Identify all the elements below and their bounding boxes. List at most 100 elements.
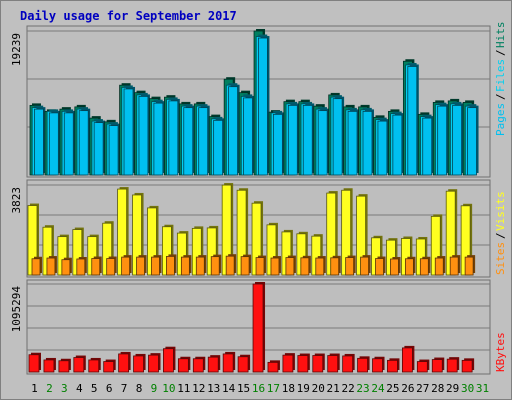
day-label: 3 xyxy=(61,382,68,395)
pages-bar xyxy=(437,105,448,176)
sites-bar xyxy=(151,256,160,276)
pages-bar xyxy=(123,88,134,176)
sites-bar xyxy=(270,257,280,276)
day-label: 20 xyxy=(312,382,325,395)
legend-hits-pages: Pages xyxy=(494,103,507,136)
kbytes-bar xyxy=(237,356,249,373)
day-label: 5 xyxy=(91,382,98,395)
day-label: 2 xyxy=(46,382,53,395)
kbytes-bar xyxy=(207,356,219,373)
pages-bar xyxy=(347,110,358,176)
day-label: 25 xyxy=(386,382,399,395)
sites-bar xyxy=(225,255,235,276)
sites-bar xyxy=(434,257,444,276)
pages-bar xyxy=(63,112,74,176)
kbytes-bar xyxy=(461,359,473,373)
sites-bar xyxy=(240,256,250,276)
day-label: 18 xyxy=(282,382,295,395)
kbytes-bar xyxy=(372,358,383,373)
day-label: 28 xyxy=(431,382,444,395)
sites-bar xyxy=(210,256,220,276)
sites-bar xyxy=(285,257,295,276)
day-label: 14 xyxy=(222,382,236,395)
sites-bar xyxy=(360,256,369,276)
pages-bar xyxy=(213,119,224,176)
legend-visits-separator: / xyxy=(494,232,507,239)
kbytes-bar xyxy=(88,359,100,373)
day-label: 27 xyxy=(416,382,429,395)
sites-bar xyxy=(404,258,414,276)
kbytes-bar xyxy=(192,358,204,373)
kbytes-bar xyxy=(133,355,144,373)
day-label: 16 xyxy=(252,382,265,395)
kbytes-bar xyxy=(282,354,294,373)
day-label: 31 xyxy=(476,382,489,395)
day-label: 15 xyxy=(237,382,250,395)
legend-kbytes-kbytes: KBytes xyxy=(494,332,507,372)
pages-bar xyxy=(258,37,268,176)
kbytes-bar xyxy=(177,358,189,373)
kbytes-bar xyxy=(312,355,324,373)
kbytes-bar xyxy=(118,353,130,373)
legend-visits-visits: Visits xyxy=(494,191,507,231)
pages-bar xyxy=(332,98,343,176)
pages-bar xyxy=(392,114,403,176)
day-label: 7 xyxy=(121,382,128,395)
legend-hits-hits: Hits xyxy=(494,22,507,49)
pages-bar xyxy=(183,107,194,176)
sites-bar xyxy=(449,256,459,276)
pages-bar xyxy=(168,100,179,176)
legend-hits-files: Files xyxy=(494,59,507,92)
day-label: 22 xyxy=(341,382,354,395)
pages-bar xyxy=(377,120,388,176)
pages-bar xyxy=(138,96,149,176)
sites-bar xyxy=(345,257,355,276)
sites-bar xyxy=(375,258,384,276)
sites-bar xyxy=(166,256,175,276)
pages-bar xyxy=(78,110,89,176)
kbytes-bar xyxy=(327,355,339,373)
kbytes-bar xyxy=(252,283,264,373)
pages-bar xyxy=(272,113,283,176)
legend-visits-sites: Sites xyxy=(494,242,507,275)
day-label: 17 xyxy=(267,382,280,395)
kbytes-bar xyxy=(446,358,458,373)
pages-bar xyxy=(467,107,477,176)
day-label: 10 xyxy=(162,382,175,395)
sites-bar xyxy=(61,259,71,276)
kbytes-bar xyxy=(401,347,413,373)
pages-bar xyxy=(452,104,462,176)
kbytes-bar xyxy=(297,355,309,373)
kbytes-ytick-label: 1095294 xyxy=(10,286,23,333)
pages-bar xyxy=(48,112,59,176)
day-label: 23 xyxy=(356,382,369,395)
sites-bar xyxy=(76,258,86,276)
day-label: 19 xyxy=(297,382,310,395)
kbytes-bar xyxy=(267,361,279,373)
sites-bar xyxy=(195,256,205,276)
sites-bar xyxy=(390,258,399,276)
sites-bar xyxy=(136,256,145,276)
legend-hits-separator: / xyxy=(494,49,507,56)
pages-bar xyxy=(362,110,373,176)
kbytes-bar xyxy=(431,359,443,373)
sites-bar xyxy=(31,258,41,276)
kbytes-bar xyxy=(43,359,55,373)
day-label: 9 xyxy=(151,382,158,395)
visits-ytick-label: 3823 xyxy=(10,187,23,214)
day-label: 24 xyxy=(371,382,385,395)
pages-bar xyxy=(108,125,119,176)
sites-bar xyxy=(419,258,429,276)
pages-bar xyxy=(422,117,433,176)
sites-bar xyxy=(330,257,340,276)
kbytes-bar xyxy=(416,361,428,373)
kbytes-bar xyxy=(387,359,398,373)
sites-bar xyxy=(91,258,101,276)
day-label: 1 xyxy=(31,382,38,395)
pages-bar xyxy=(198,107,209,176)
day-label: 8 xyxy=(136,382,143,395)
pages-bar xyxy=(243,97,253,176)
day-label: 11 xyxy=(177,382,190,395)
day-label: 6 xyxy=(106,382,113,395)
pages-bar xyxy=(302,104,313,176)
